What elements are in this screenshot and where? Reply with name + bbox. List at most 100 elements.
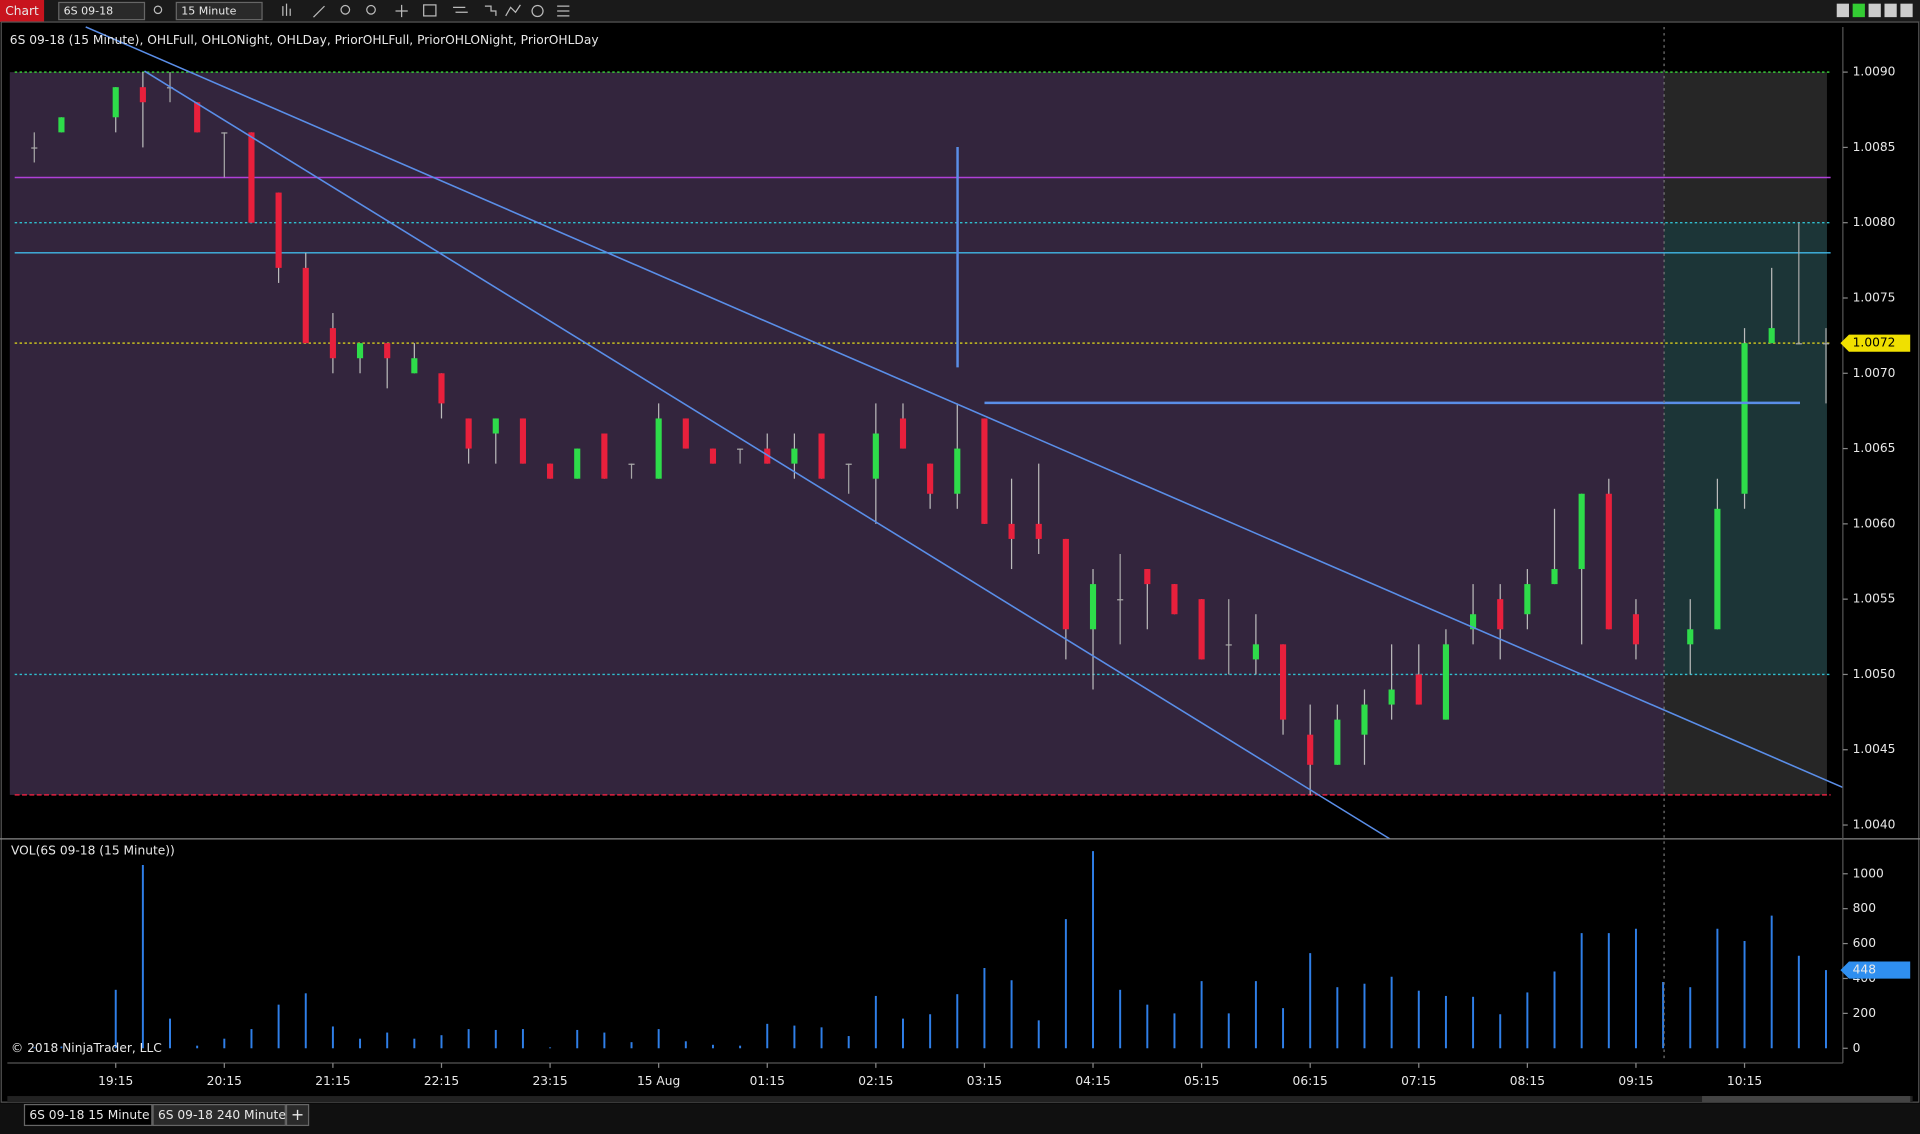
copyright: © 2018 NinjaTrader, LLC (11, 1041, 162, 1055)
candle-body (194, 102, 201, 133)
candle-body (1687, 629, 1694, 645)
y-tick-label: 1.0055 (1853, 592, 1896, 606)
x-tick-label: 08:15 (1510, 1074, 1545, 1088)
candle-body (601, 433, 608, 479)
candle-body (655, 418, 662, 479)
scrollbar[interactable] (7, 1096, 1913, 1103)
y-tick-label: 1000 (1853, 866, 1884, 880)
candle-body (1117, 599, 1124, 601)
interval-label: 15 Minute (181, 5, 236, 18)
candle-body (791, 448, 798, 464)
x-tick-label: 10:15 (1727, 1074, 1762, 1088)
y-tick-label: 1.0065 (1853, 441, 1896, 455)
trend-line[interactable] (85, 26, 1844, 789)
candle-body (1198, 599, 1205, 660)
window-buttons[interactable] (1836, 3, 1913, 18)
tab-bar (0, 1103, 1920, 1134)
candle-body (1632, 614, 1640, 645)
y-tick-label: 1.0070 (1853, 366, 1896, 380)
x-tick-label: 23:15 (532, 1074, 567, 1088)
candle-body (166, 87, 174, 89)
candle-body (465, 418, 472, 449)
x-tick-label: 06:15 (1293, 1074, 1328, 1088)
candle-body (682, 418, 689, 449)
x-tick-label: 19:15 (98, 1074, 133, 1088)
candle-body (1497, 599, 1504, 630)
x-tick-label: 07:15 (1401, 1074, 1436, 1088)
last-volume-label: 448 (1853, 963, 1876, 977)
tab-active[interactable] (23, 1103, 153, 1127)
candle-body (1144, 569, 1151, 585)
trend-line[interactable] (144, 70, 1391, 840)
tab[interactable] (152, 1103, 286, 1127)
candle-body (709, 448, 717, 464)
last-price-marker (1840, 334, 1911, 352)
candle-body (384, 343, 391, 359)
tab-label: 6S 09-18 240 Minute (158, 1108, 286, 1122)
y-tick-label: 1.0090 (1853, 65, 1896, 79)
x-tick-label: 22:15 (424, 1074, 459, 1088)
y-tick-label: 200 (1853, 1006, 1876, 1020)
candle-body (329, 328, 336, 359)
interval-select[interactable] (175, 1, 263, 21)
candle-body (845, 463, 852, 465)
candle-body (1334, 719, 1341, 765)
y-tick-label: 800 (1853, 901, 1876, 915)
x-tick-label: 20:15 (207, 1074, 242, 1088)
candle-body (1361, 704, 1368, 735)
candle-body (1768, 328, 1775, 344)
x-tick-label: 05:15 (1184, 1074, 1219, 1088)
last-price-label: 1.0072 (1853, 336, 1896, 350)
chart-tab-label: Chart (5, 4, 39, 18)
candle-body (139, 87, 146, 103)
price-pane-title: 6S 09-18 (15 Minute), OHLFull, OHLONight… (10, 33, 599, 47)
x-tick-label: 01:15 (750, 1074, 785, 1088)
candle-body (275, 192, 282, 268)
y-tick-label: 0 (1853, 1041, 1861, 1055)
toolbar (0, 0, 1920, 23)
y-tick-label: 1.0085 (1853, 140, 1896, 154)
candle-body (1252, 644, 1259, 660)
y-tick-label: 1.0050 (1853, 667, 1896, 681)
candle-body (58, 117, 65, 133)
candle-body (1714, 508, 1721, 630)
candle-body (112, 87, 119, 118)
candle-body (1008, 523, 1015, 539)
candle-body (981, 418, 988, 524)
candle-body (1524, 584, 1531, 615)
candle-body (221, 132, 228, 134)
candle-body (547, 463, 554, 479)
x-tick-label: 03:15 (967, 1074, 1002, 1088)
candle-body (628, 463, 635, 465)
candle-body (1551, 569, 1558, 585)
instrument-select[interactable] (58, 1, 146, 21)
drawings[interactable] (85, 26, 1844, 840)
candle-body (519, 418, 526, 464)
candle-body (1062, 538, 1069, 630)
toolbar-icons[interactable] (153, 3, 570, 18)
candle-body (818, 433, 825, 479)
candle-body (764, 448, 771, 464)
last-volume-marker (1840, 961, 1911, 979)
y-tick-label: 1.0080 (1853, 215, 1896, 229)
candle-body (927, 463, 934, 494)
y-tick-label: 1.0040 (1853, 818, 1896, 832)
x-tick-label: 04:15 (1075, 1074, 1110, 1088)
candle-body (954, 448, 961, 494)
candle-body (411, 358, 418, 374)
x-tick-label: 02:15 (858, 1074, 893, 1088)
add-tab[interactable] (285, 1103, 310, 1127)
x-tick-label: 15 Aug (637, 1074, 680, 1088)
scrollbar-thumb[interactable] (1702, 1096, 1911, 1103)
candle-body (1035, 523, 1042, 539)
y-tick-label: 1.0045 (1853, 742, 1896, 756)
chart-tab[interactable] (0, 0, 45, 23)
candle-body (492, 418, 499, 434)
volume-pane-title: VOL(6S 09-18 (15 Minute)) (11, 844, 175, 858)
tab-label: 6S 09-18 15 Minute (29, 1108, 149, 1122)
candle-body (1470, 614, 1477, 630)
candle-body (1279, 644, 1287, 720)
candle-body (248, 132, 255, 223)
